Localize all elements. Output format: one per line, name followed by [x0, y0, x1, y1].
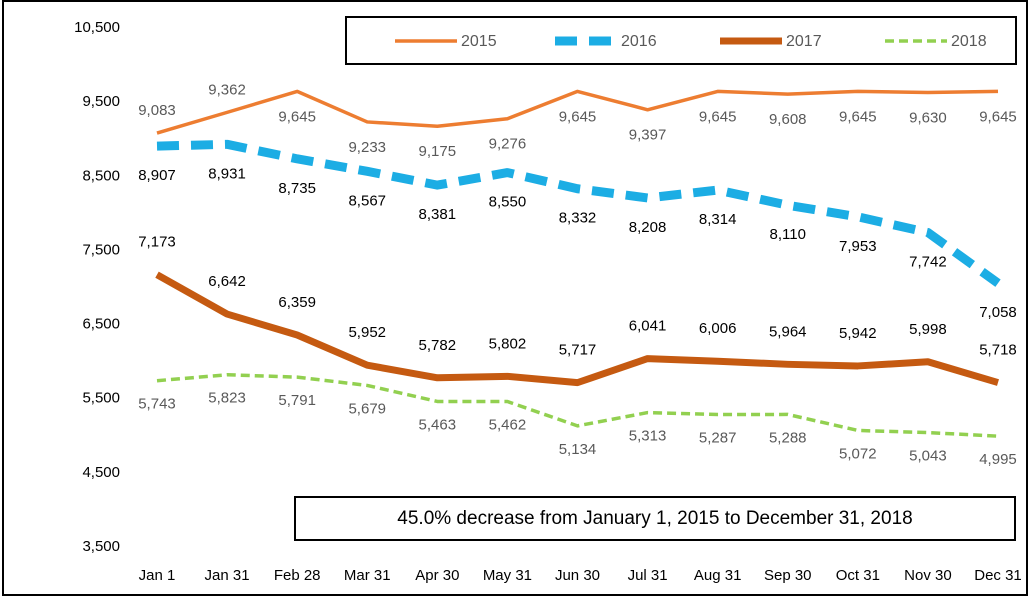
series-line [156, 373, 999, 438]
data-label: 4,995 [979, 451, 1017, 468]
data-label: 5,791 [278, 392, 316, 409]
legend-label: 2016 [621, 33, 657, 50]
data-label: 8,314 [699, 211, 737, 228]
x-tick-label: Feb 28 [274, 567, 321, 584]
series-line [156, 139, 1001, 287]
data-label: 5,952 [348, 324, 386, 341]
y-tick-label: 6,500 [82, 316, 120, 333]
legend-label: 2018 [951, 33, 987, 50]
data-label: 9,645 [839, 108, 877, 125]
data-label: 5,802 [489, 335, 527, 352]
series-line [155, 271, 999, 387]
data-label: 9,276 [489, 136, 527, 153]
x-tick-label: May 31 [483, 567, 532, 584]
x-tick-label: Jul 31 [628, 567, 668, 584]
data-label: 8,931 [208, 165, 246, 182]
data-label: 9,645 [278, 108, 316, 125]
x-tick-label: Dec 31 [974, 567, 1022, 584]
data-label: 5,313 [629, 428, 667, 445]
data-label: 5,823 [208, 390, 246, 407]
data-label: 7,953 [839, 238, 877, 255]
data-label: 5,043 [909, 448, 947, 465]
data-label: 9,083 [138, 102, 176, 119]
data-label: 8,550 [489, 194, 527, 211]
data-label: 9,645 [699, 108, 737, 125]
annotation: 45.0% decrease from January 1, 2015 to D… [397, 508, 912, 529]
data-label: 9,608 [769, 111, 807, 128]
x-tick-label: Oct 31 [836, 567, 880, 584]
data-label: 9,397 [629, 127, 667, 144]
legend-label: 2015 [461, 33, 497, 50]
data-label: 6,041 [629, 318, 667, 335]
data-label: 8,208 [629, 219, 667, 236]
x-tick-label: Mar 31 [344, 567, 391, 584]
y-tick-label: 3,500 [82, 538, 120, 555]
y-tick-label: 4,500 [82, 464, 120, 481]
data-label: 8,735 [278, 180, 316, 197]
data-label: 7,742 [909, 253, 947, 270]
annotation-box [294, 496, 1016, 541]
data-label: 5,998 [909, 321, 947, 338]
data-label: 8,907 [138, 167, 176, 184]
y-tick-label: 5,500 [82, 390, 120, 407]
data-label: 8,381 [419, 206, 457, 223]
y-tick-label: 8,500 [82, 167, 120, 184]
data-label: 7,173 [138, 234, 176, 251]
data-label: 7,058 [979, 304, 1017, 321]
data-label: 9,233 [348, 139, 386, 156]
x-tick-label: Apr 30 [415, 567, 459, 584]
x-tick-label: Sep 30 [764, 567, 812, 584]
y-tick-label: 9,500 [82, 93, 120, 110]
legend-label: 2017 [786, 33, 822, 50]
data-label: 5,782 [419, 337, 457, 354]
data-label: 5,717 [559, 342, 597, 359]
data-label: 9,645 [979, 108, 1017, 125]
data-label: 5,942 [839, 325, 877, 342]
data-label: 5,743 [138, 396, 176, 413]
data-label: 5,288 [769, 429, 807, 446]
data-label: 5,462 [489, 417, 527, 434]
x-tick-label: Nov 30 [904, 567, 952, 584]
data-label: 5,134 [559, 441, 597, 458]
data-label: 9,175 [419, 143, 457, 160]
y-tick-label: 10,500 [74, 19, 120, 36]
data-label: 9,362 [208, 81, 246, 98]
data-label: 6,006 [699, 320, 737, 337]
x-tick-label: Jan 1 [139, 567, 176, 584]
x-tick-label: Aug 31 [694, 567, 742, 584]
x-tick-label: Jun 30 [555, 567, 600, 584]
data-label: 5,679 [348, 400, 386, 417]
data-label: 5,072 [839, 445, 877, 462]
data-label: 5,287 [699, 429, 737, 446]
data-label: 6,642 [208, 273, 246, 290]
data-label: 5,463 [419, 416, 457, 433]
data-label: 5,718 [979, 342, 1017, 359]
data-label: 9,630 [909, 109, 947, 126]
data-label: 5,964 [769, 323, 807, 340]
series-line [156, 89, 999, 135]
data-label: 8,567 [348, 192, 386, 209]
data-label: 8,332 [559, 210, 597, 227]
x-tick-label: Jan 31 [205, 567, 250, 584]
data-label: 6,359 [278, 294, 316, 311]
y-tick-label: 7,500 [82, 241, 120, 258]
data-label: 9,645 [559, 108, 597, 125]
data-label: 8,110 [770, 226, 806, 243]
